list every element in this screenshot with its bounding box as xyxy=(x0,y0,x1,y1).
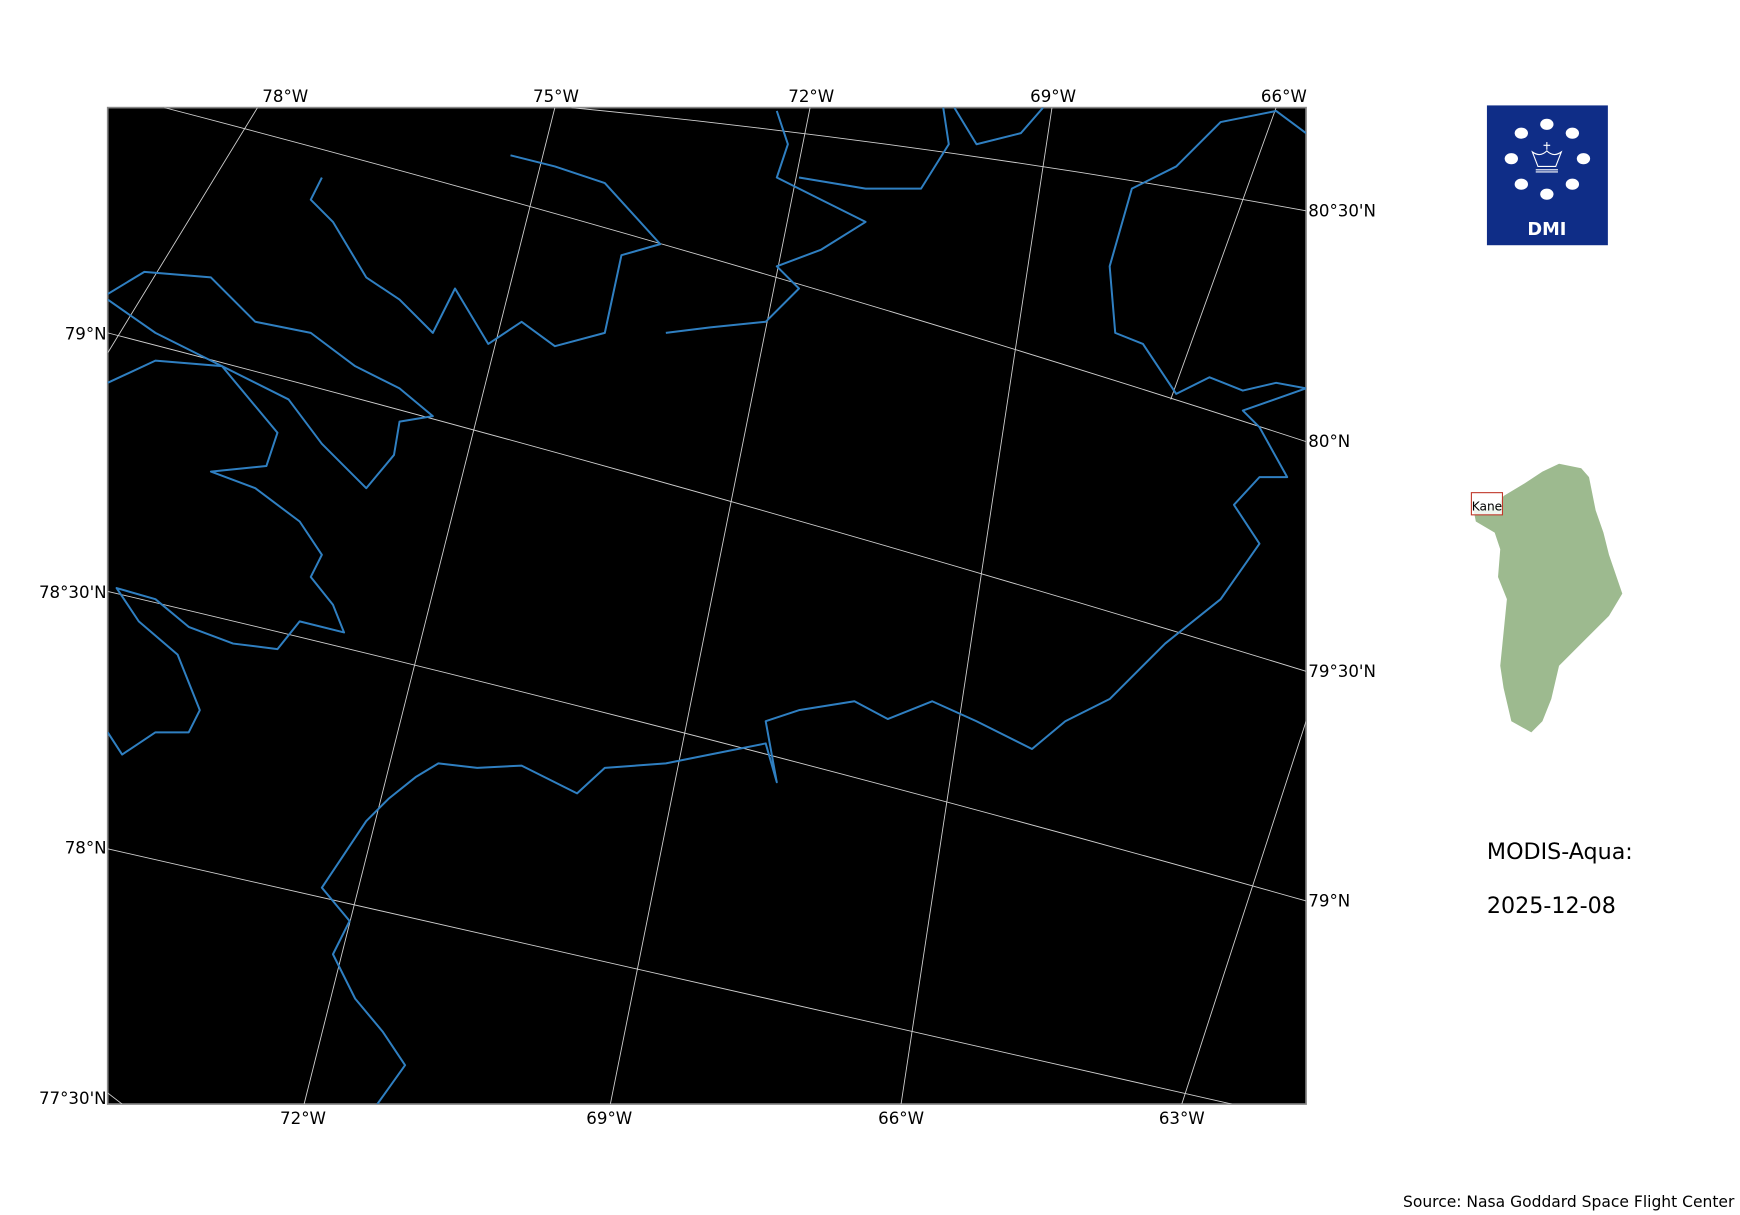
bottom-longitude-labels: 72°W 69°W 66°W 63°W xyxy=(280,1109,1205,1128)
top-longitude-labels: 78°W 75°W 72°W 69°W 66°W xyxy=(262,87,1307,106)
lon-label: 75°W xyxy=(533,87,579,106)
lat-label: 79°N xyxy=(65,325,107,344)
coastline-ellesmere-bay xyxy=(665,110,867,334)
lat-label: 77°30'N xyxy=(39,1089,107,1108)
parallel-line xyxy=(107,848,1232,1105)
parallel-line xyxy=(107,590,1307,902)
region-label: Kane xyxy=(1472,499,1502,513)
meridian-line xyxy=(1181,721,1307,1105)
map-frame xyxy=(106,106,1307,1105)
meridian-line xyxy=(609,107,811,1105)
right-latitude-labels: 80°30'N 80°N 79°30'N 79°N xyxy=(1308,201,1376,910)
source-credit: Source: Nasa Goddard Space Flight Center xyxy=(1403,1193,1735,1211)
lat-label: 80°30'N xyxy=(1308,201,1376,220)
lat-label: 79°N xyxy=(1308,892,1350,911)
coastline-ellesmere-west xyxy=(107,270,434,490)
lat-label: 78°30'N xyxy=(39,583,107,602)
coastline-ellesmere-fjords xyxy=(107,359,346,756)
lon-label: 72°W xyxy=(280,1109,326,1128)
meridian-line xyxy=(107,107,258,354)
meridian-line xyxy=(900,107,1053,1105)
parallel-line xyxy=(164,107,1307,443)
dmi-logo: DMI xyxy=(1486,105,1608,246)
coastline-greenland-south xyxy=(320,387,1307,1105)
lon-label: 69°W xyxy=(586,1109,632,1128)
lon-label: 69°W xyxy=(1030,87,1076,106)
lon-label: 72°W xyxy=(788,87,834,106)
left-latitude-labels: 79°N 78°30'N 78°N 77°30'N xyxy=(39,325,107,1109)
parallel-line xyxy=(107,332,1307,672)
logo-text: DMI xyxy=(1527,220,1566,240)
region-box xyxy=(1470,492,1504,516)
lat-label: 79°30'N xyxy=(1308,662,1376,681)
parallel-line xyxy=(107,1092,123,1105)
coastline-greenland-north xyxy=(1108,109,1307,395)
crown-icon xyxy=(1531,142,1563,173)
parallel-line xyxy=(571,107,1307,212)
logo-dots-icon xyxy=(1504,118,1591,200)
coastline-island-north xyxy=(798,107,1044,190)
greenland-shape xyxy=(1473,463,1623,733)
date-label: 2025-12-08 xyxy=(1487,893,1616,919)
greenland-inset: Kane xyxy=(1470,463,1623,733)
graticule xyxy=(107,107,1307,1105)
lat-label: 78°N xyxy=(65,838,107,857)
lon-label: 66°W xyxy=(878,1109,924,1128)
meridian-line xyxy=(303,107,556,1105)
sensor-label: MODIS-Aqua: xyxy=(1487,839,1633,865)
lat-label: 80°N xyxy=(1308,432,1350,451)
lon-label: 63°W xyxy=(1159,1109,1205,1128)
meridian-line xyxy=(1170,107,1277,400)
lon-label: 78°W xyxy=(262,87,308,106)
coastline-ellesmere-north xyxy=(309,154,662,348)
coastlines xyxy=(107,107,1307,1105)
lon-label: 66°W xyxy=(1261,87,1307,106)
